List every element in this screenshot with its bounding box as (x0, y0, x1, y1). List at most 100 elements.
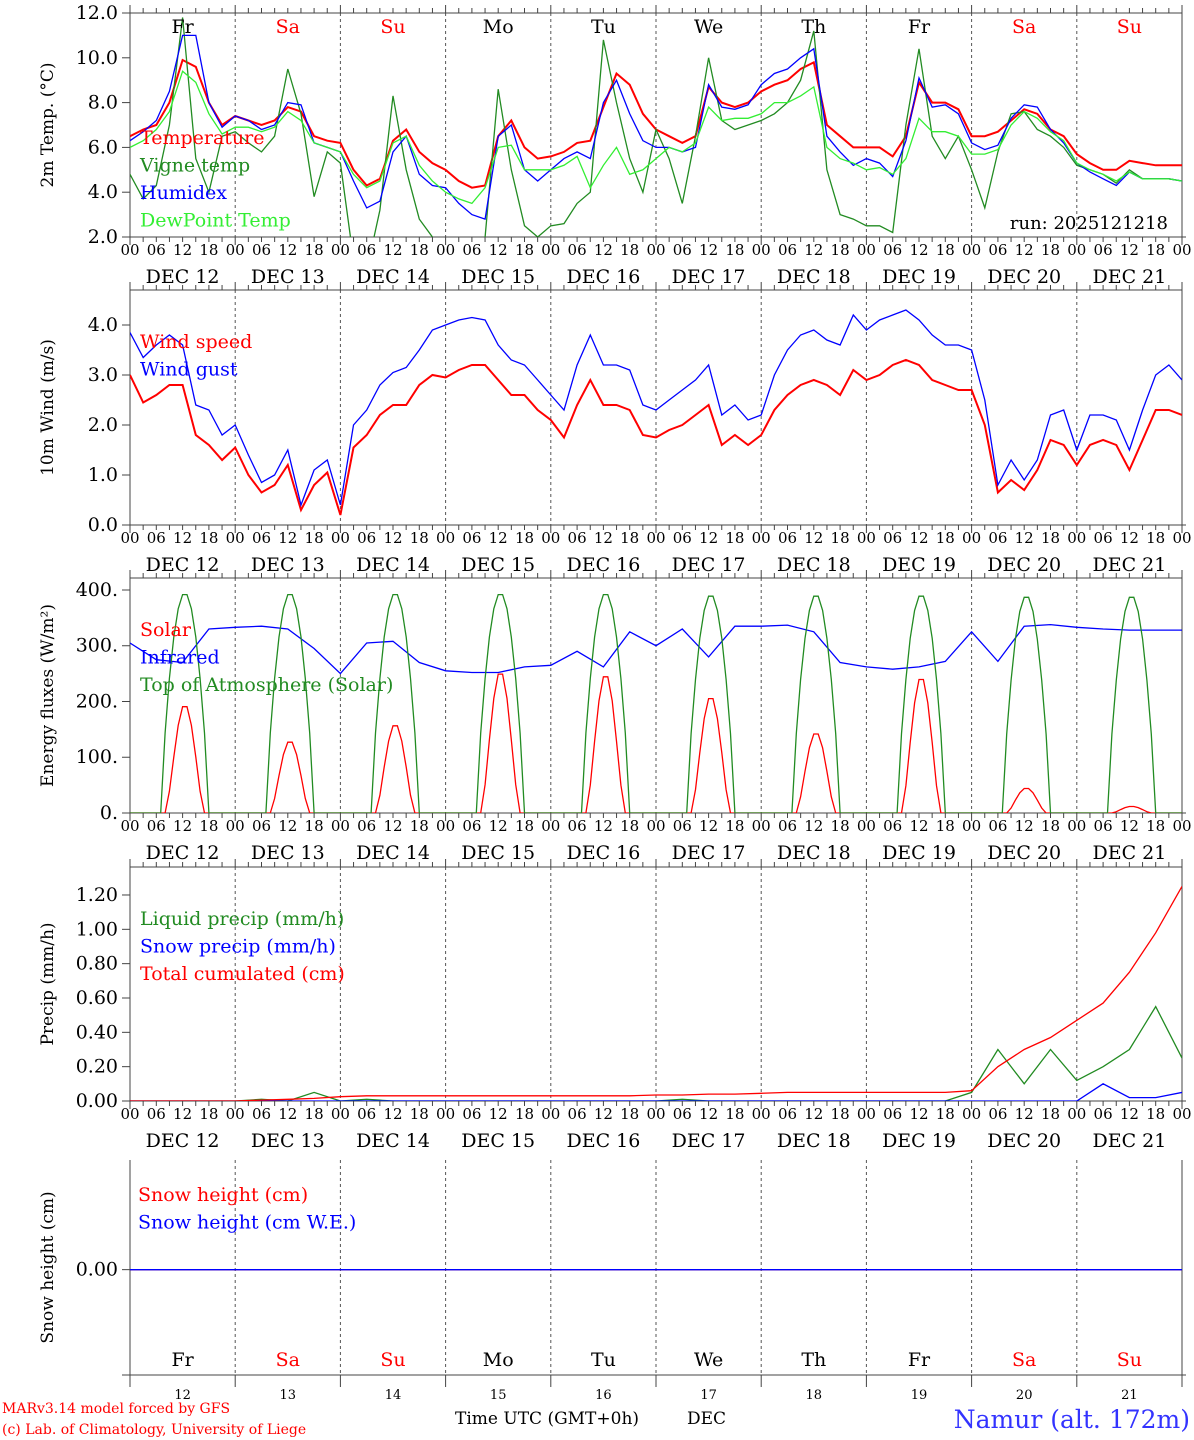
hour-label: 06 (357, 817, 376, 835)
hour-label: 12 (1120, 241, 1139, 259)
hour-label: 18 (831, 1105, 850, 1123)
day-number: 17 (700, 1388, 717, 1403)
hour-label: 18 (199, 241, 218, 259)
day-number: 12 (174, 1388, 191, 1403)
hour-label: 12 (804, 529, 823, 547)
hour-label: 06 (357, 241, 376, 259)
hour-label: 06 (988, 1105, 1007, 1123)
y-tick-label: 3.0 (88, 364, 118, 386)
day-name-top: Sa (1012, 16, 1036, 38)
hour-label: 00 (541, 817, 560, 835)
day-number: 14 (385, 1388, 402, 1403)
hour-label: 06 (252, 1105, 271, 1123)
date-label: DEC 15 (461, 842, 535, 864)
x-axis-month: DEC (687, 1409, 726, 1429)
hour-label: 18 (1041, 817, 1060, 835)
day-name-bottom: Sa (1012, 1349, 1036, 1371)
hour-label: 12 (909, 817, 928, 835)
series-line-wind-speed (130, 358, 1182, 516)
day-name-bottom: Th (801, 1349, 826, 1371)
y-tick-label: 0.80 (76, 953, 118, 975)
panel-4: 00 06 12 18 DEC 12 00 06 12 18 DEC 13 00 06 12 18 DEC … (38, 859, 1192, 1152)
y-tick-label: 0.20 (76, 1056, 118, 1078)
day-name-top: Th (801, 16, 826, 38)
hour-label: 18 (305, 529, 324, 547)
y-axis-label: 2m Temp. (°C) (38, 62, 58, 187)
y-tick-label: 0. (100, 802, 118, 824)
hour-label: 00 (646, 529, 665, 547)
hour-label: 00 (541, 1105, 560, 1123)
hour-label: 06 (778, 241, 797, 259)
hour-label: 18 (515, 241, 534, 259)
y-tick-label: 0.40 (76, 1021, 118, 1043)
day-name-top: Mo (483, 16, 514, 38)
hour-label: 12 (1120, 1105, 1139, 1123)
day-number: 13 (280, 1388, 297, 1403)
hour-label: 18 (1041, 1105, 1060, 1123)
hour-label: 00 (436, 817, 455, 835)
hour-label: 18 (515, 529, 534, 547)
date-label: DEC 20 (987, 1130, 1061, 1152)
date-label: DEC 16 (566, 1130, 640, 1152)
day-number: 16 (595, 1388, 612, 1403)
hour-label: 06 (568, 529, 587, 547)
hour-label: 12 (699, 241, 718, 259)
hour-label: 12 (383, 817, 402, 835)
hour-label: 06 (883, 529, 902, 547)
hour-label: 12 (909, 241, 928, 259)
hour-label: 06 (462, 817, 481, 835)
hour-label: 12 (1015, 241, 1034, 259)
hour-label: 00 (646, 817, 665, 835)
date-label: DEC 12 (146, 1130, 220, 1152)
hour-label: 00 (331, 529, 350, 547)
y-axis-label: Energy fluxes (W/m²) (38, 604, 58, 787)
hour-label: 18 (515, 817, 534, 835)
x-axis-label: Time UTC (GMT+0h) (455, 1409, 639, 1429)
day-name-top: Su (380, 16, 405, 38)
y-tick-label: 4.0 (88, 181, 118, 203)
hour-label: 00 (646, 1105, 665, 1123)
hour-label: 06 (568, 1105, 587, 1123)
hour-label: 18 (410, 529, 429, 547)
hour-label: 18 (831, 529, 850, 547)
hour-label: 00 (541, 529, 560, 547)
legend-entry: Solar (140, 619, 192, 641)
hour-label: 06 (147, 1105, 166, 1123)
date-label: DEC 21 (1092, 554, 1166, 576)
hour-label: 18 (199, 817, 218, 835)
hour-label: 06 (988, 817, 1007, 835)
y-tick-label: 6.0 (88, 136, 118, 158)
hour-label: 00 (1067, 817, 1086, 835)
legend-entry: Temperature (140, 127, 264, 149)
date-label: DEC 14 (356, 842, 430, 864)
hour-label: 00 (752, 241, 771, 259)
date-label: DEC 18 (777, 554, 851, 576)
y-tick-label: 1.00 (76, 918, 118, 940)
y-tick-label: 300. (76, 635, 118, 657)
hour-label: 00 (962, 817, 981, 835)
y-axis-label: 10m Wind (m/s) (38, 339, 58, 476)
panel-5: 0.00 Snow height (cm) Snow height (cm) Snow… (38, 1160, 1186, 1387)
hour-label: 12 (804, 817, 823, 835)
hour-label: 18 (831, 817, 850, 835)
day-name-bottom: Su (1117, 1349, 1142, 1371)
hour-label: 00 (436, 1105, 455, 1123)
date-label: DEC 19 (882, 842, 956, 864)
date-label: DEC 18 (777, 266, 851, 288)
date-label: DEC 14 (356, 266, 430, 288)
y-tick-label: 100. (76, 746, 118, 768)
date-label: DEC 21 (1092, 266, 1166, 288)
hour-label: 06 (988, 529, 1007, 547)
day-name-bottom: Fr (171, 1349, 194, 1371)
hour-label: 18 (936, 241, 955, 259)
y-tick-label: 0.60 (76, 987, 118, 1009)
hour-label: 00 (1067, 529, 1086, 547)
hour-label: 12 (1015, 1105, 1034, 1123)
hour-label: 00 (646, 241, 665, 259)
date-label: DEC 16 (566, 842, 640, 864)
footer-model: MARv3.14 model forced by GFS (2, 1401, 230, 1417)
hour-label: 06 (252, 529, 271, 547)
hour-label: 12 (594, 817, 613, 835)
legend-entry: Liquid precip (mm/h) (140, 908, 344, 930)
